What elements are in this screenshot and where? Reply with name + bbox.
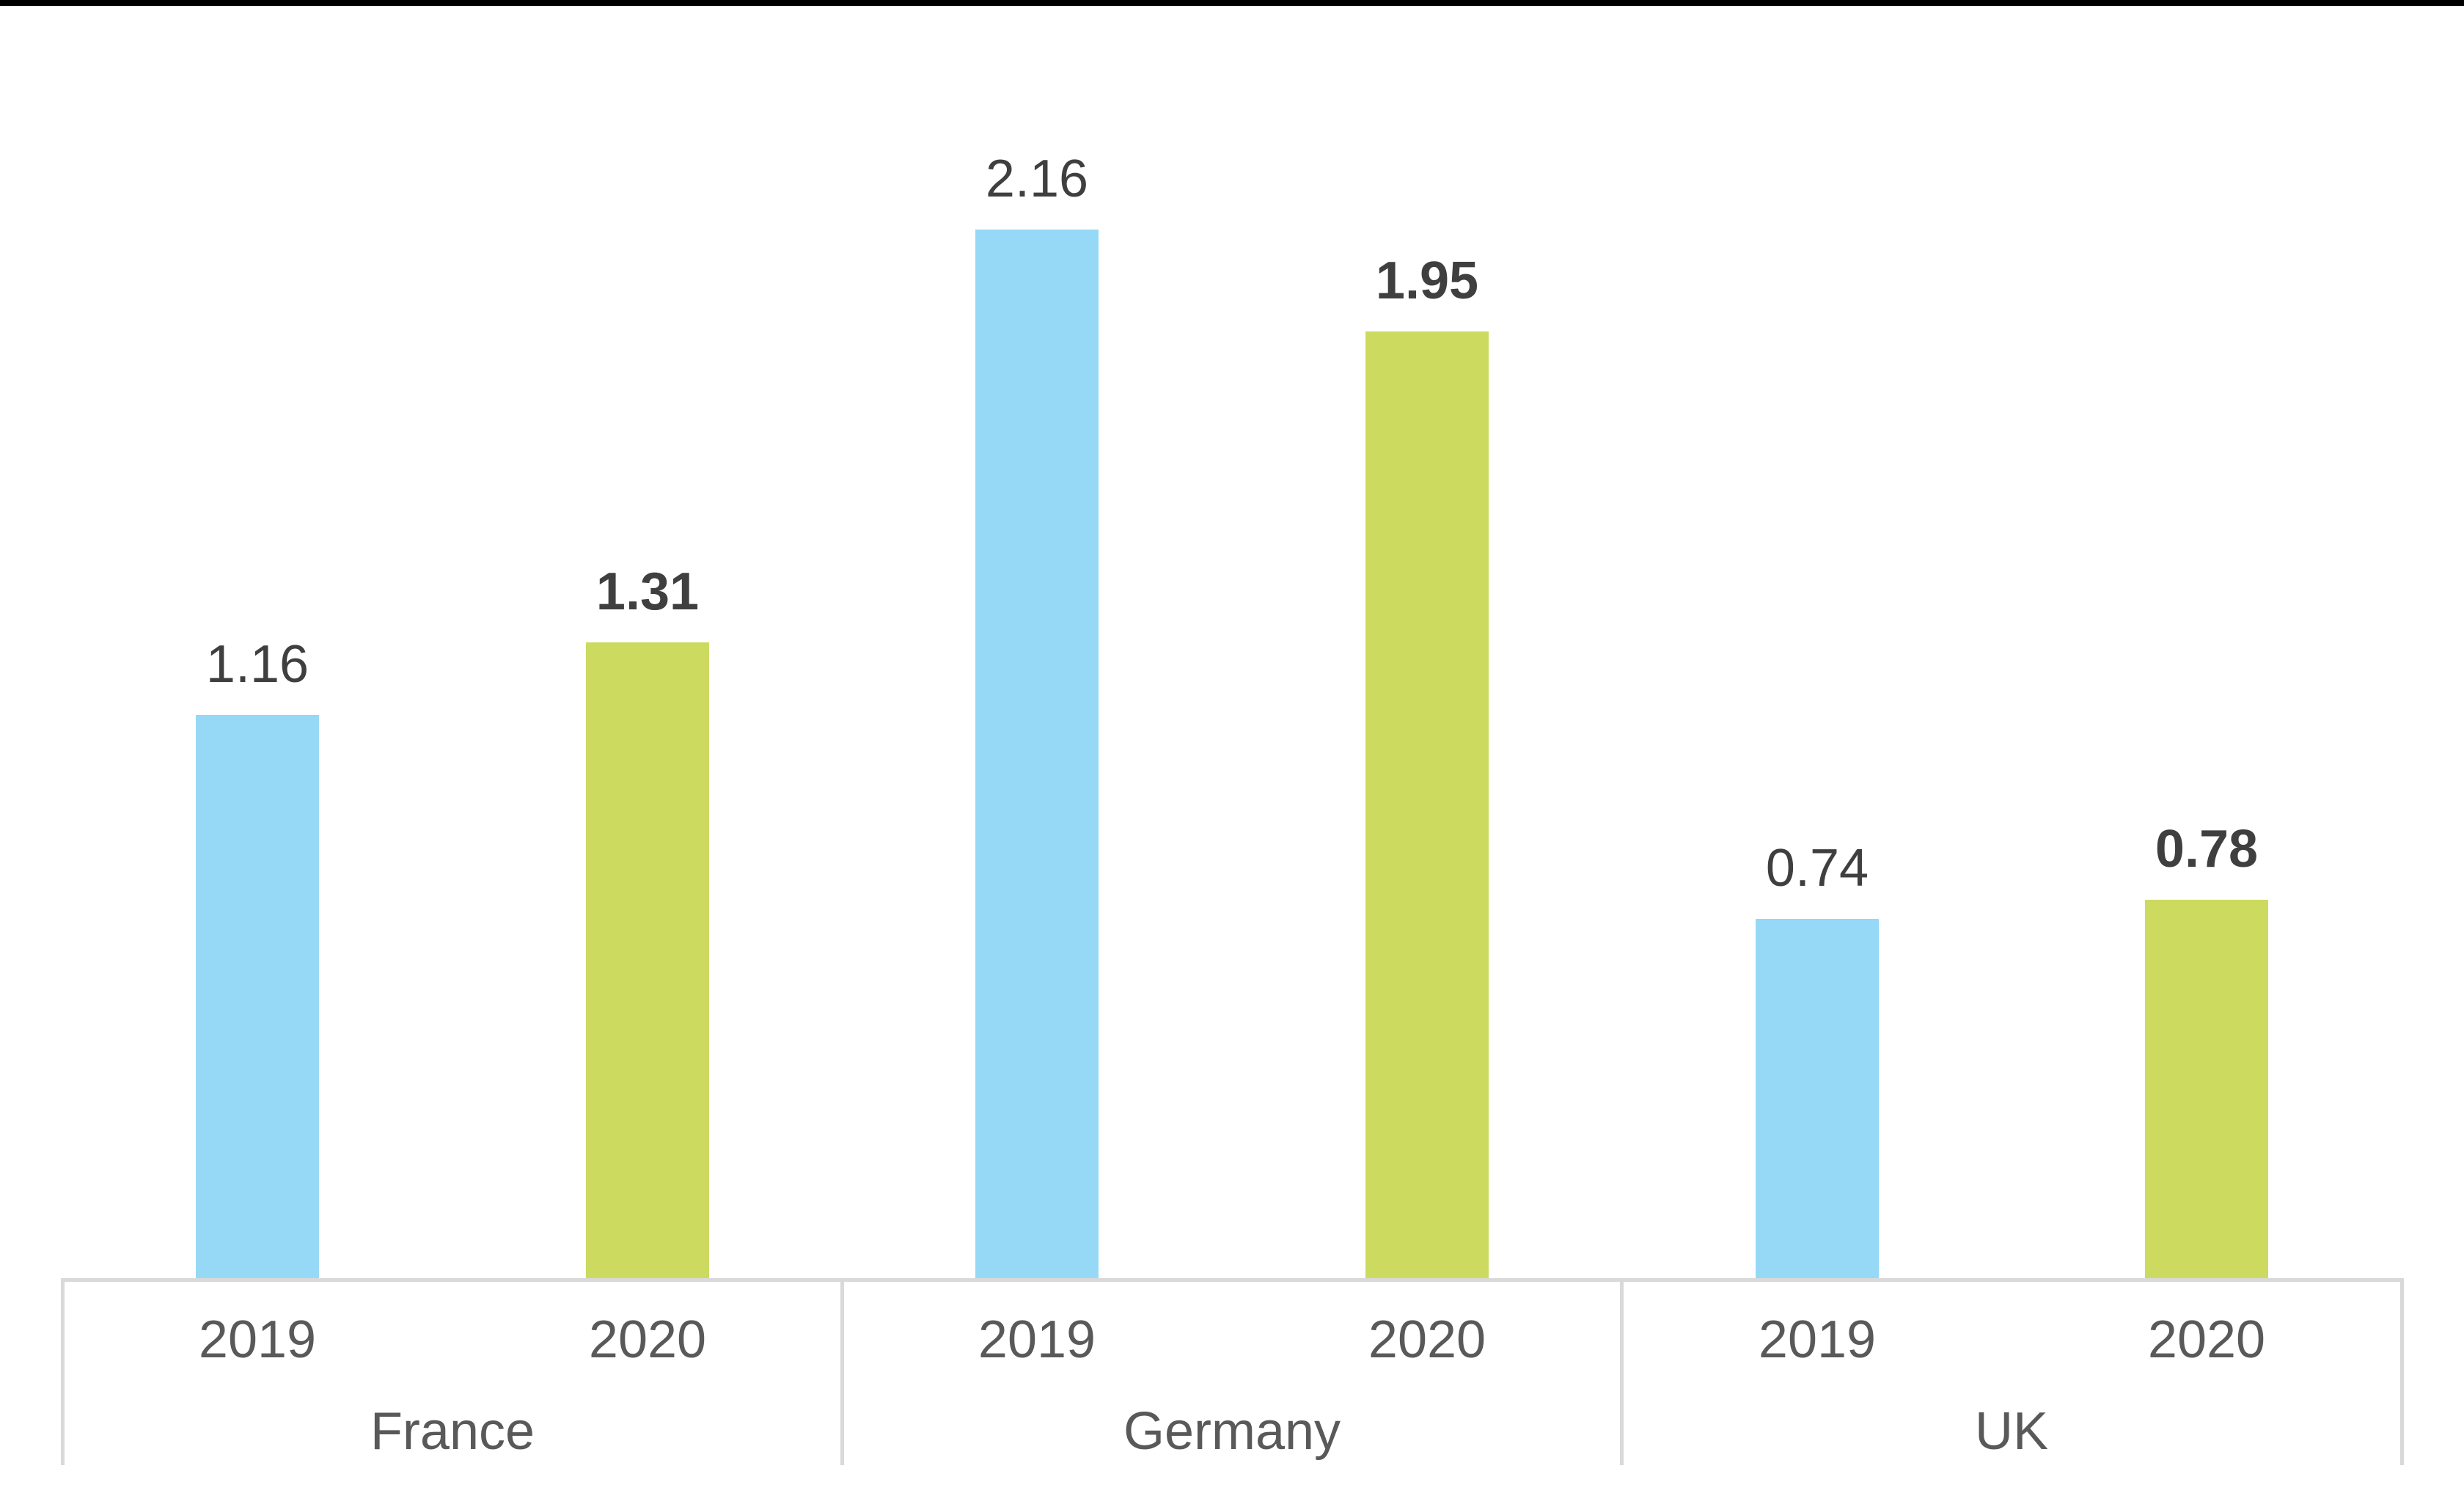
year-tick-label-germany-2019: 2019 — [978, 1310, 1096, 1369]
year-tick-label-germany-2020: 2020 — [1368, 1310, 1486, 1369]
top-black-bar — [0, 0, 2464, 6]
year-tick-label-uk-2019: 2019 — [1758, 1310, 1877, 1369]
country-tick-label-france: France — [370, 1402, 535, 1461]
year-tick-label-france-2019: 2019 — [198, 1310, 317, 1369]
bar-germany-2020 — [1365, 331, 1489, 1278]
country-tick-label-uk: UK — [1974, 1402, 2049, 1461]
year-tick-label-uk-2020: 2020 — [2147, 1310, 2266, 1369]
bar-france-2019 — [196, 715, 319, 1278]
value-label-uk-2020: 0.78 — [2155, 820, 2259, 878]
category-separator-line — [2399, 1278, 2404, 1465]
value-label-france-2020: 1.31 — [595, 562, 700, 621]
value-label-uk-2019: 0.74 — [1765, 839, 1869, 898]
category-separator-line — [60, 1278, 65, 1465]
bar-france-2020 — [586, 642, 709, 1278]
value-label-germany-2020: 1.95 — [1375, 252, 1479, 310]
x-axis-line — [60, 1278, 2404, 1282]
value-label-germany-2019: 2.16 — [985, 150, 1089, 208]
bar-uk-2019 — [1756, 919, 1879, 1278]
country-tick-label-germany: Germany — [1123, 1402, 1341, 1461]
category-separator-line — [840, 1278, 844, 1465]
bar-uk-2020 — [2145, 900, 2268, 1278]
value-label-france-2019: 1.16 — [205, 635, 309, 694]
bar-germany-2019 — [975, 230, 1099, 1278]
category-separator-line — [1620, 1278, 1624, 1465]
year-tick-label-france-2020: 2020 — [588, 1310, 707, 1369]
